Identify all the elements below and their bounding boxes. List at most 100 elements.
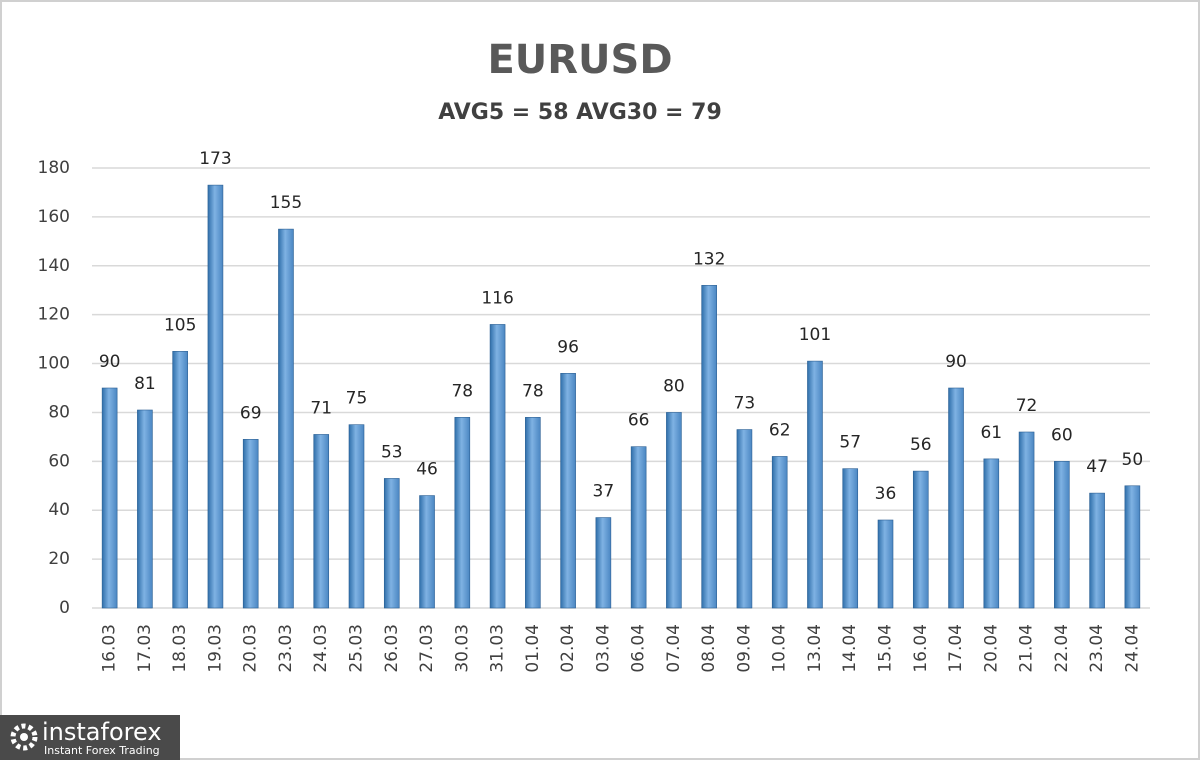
logo-icon — [10, 723, 38, 751]
x-tick-label: 13.04 — [805, 624, 825, 673]
x-tick-label: 09.04 — [734, 624, 754, 673]
bar — [313, 434, 330, 609]
y-tick-label: 40 — [48, 500, 70, 520]
bar — [419, 495, 435, 609]
y-tick-label: 100 — [38, 354, 70, 374]
bar — [278, 228, 294, 609]
value-label: 78 — [451, 381, 473, 401]
value-label: 73 — [734, 394, 756, 414]
bar — [172, 351, 188, 609]
logo-tagline: Instant Forex Trading — [44, 744, 160, 757]
value-label: 62 — [769, 420, 791, 440]
x-tick-label: 30.03 — [452, 624, 472, 673]
bar — [101, 387, 118, 609]
value-label: 72 — [1016, 396, 1038, 416]
bar — [877, 519, 894, 609]
y-tick-label: 180 — [38, 158, 70, 178]
x-tick-label: 16.04 — [911, 624, 931, 673]
y-tick-label: 60 — [48, 451, 70, 471]
x-tick-label: 01.04 — [523, 624, 543, 673]
bar — [207, 184, 224, 609]
x-tick-label: 15.04 — [876, 624, 896, 673]
bar — [1054, 461, 1070, 609]
value-label: 105 — [164, 315, 196, 335]
x-tick-label: 27.03 — [417, 624, 437, 673]
x-tick-label: 17.03 — [135, 624, 155, 673]
value-label: 90 — [99, 352, 121, 372]
x-tick-label: 23.03 — [276, 624, 296, 673]
bar — [807, 360, 823, 609]
y-tick-label: 0 — [59, 598, 70, 618]
chart-title: EURUSD — [487, 37, 672, 83]
logo-name: instaforex — [42, 718, 162, 746]
logo-background — [0, 715, 180, 760]
y-tick-label: 20 — [48, 549, 70, 569]
value-label: 78 — [522, 381, 544, 401]
value-label: 116 — [481, 288, 513, 308]
logo: instaforex Instant Forex Trading — [0, 715, 180, 760]
value-label: 47 — [1086, 457, 1108, 477]
logo-icon-center — [20, 733, 28, 741]
value-label: 61 — [980, 423, 1002, 443]
bar — [1124, 485, 1141, 609]
bar — [666, 412, 682, 609]
y-tick-label: 160 — [38, 207, 70, 227]
x-tick-label: 03.04 — [593, 624, 613, 673]
bar — [595, 517, 612, 609]
bar — [525, 417, 541, 609]
value-label: 36 — [875, 484, 897, 504]
bar — [771, 456, 788, 609]
x-tick-label: 20.04 — [981, 624, 1001, 673]
bar — [912, 470, 929, 609]
bar — [1018, 431, 1035, 609]
value-label: 46 — [416, 460, 438, 480]
value-label: 53 — [381, 442, 403, 462]
bar — [630, 446, 647, 609]
value-label: 56 — [910, 435, 932, 455]
bar — [137, 409, 153, 609]
value-label: 50 — [1122, 450, 1144, 470]
x-tick-label: 20.03 — [241, 624, 261, 673]
x-tick-label: 21.04 — [1017, 624, 1037, 673]
x-tick-label: 22.04 — [1052, 624, 1072, 673]
bar — [383, 478, 400, 609]
x-tick-label: 31.03 — [488, 624, 508, 673]
x-tick-label: 26.03 — [382, 624, 402, 673]
y-tick-label: 80 — [48, 402, 70, 422]
value-label: 57 — [839, 433, 861, 453]
y-tick-label: 120 — [38, 305, 70, 325]
bar — [242, 439, 259, 609]
value-label: 173 — [199, 149, 231, 169]
value-label: 132 — [693, 249, 725, 269]
chart-subtitle: AVG5 = 58 AVG30 = 79 — [438, 100, 722, 125]
value-label: 37 — [593, 482, 615, 502]
value-label: 101 — [799, 325, 831, 345]
value-label: 69 — [240, 403, 262, 423]
value-label: 81 — [134, 374, 156, 394]
value-label: 90 — [945, 352, 967, 372]
bar — [489, 324, 506, 609]
x-tick-label: 23.04 — [1087, 624, 1107, 673]
x-tick-label: 06.04 — [629, 624, 649, 673]
bar — [736, 429, 753, 609]
value-label: 75 — [346, 389, 368, 409]
bar — [348, 424, 365, 609]
value-label: 96 — [557, 337, 579, 357]
x-tick-label: 19.03 — [205, 624, 225, 673]
x-tick-label: 07.04 — [664, 624, 684, 673]
x-tick-label: 14.04 — [840, 624, 860, 673]
value-label: 66 — [628, 411, 650, 431]
x-tick-label: 16.03 — [100, 624, 120, 673]
x-tick-label: 08.04 — [699, 624, 719, 673]
x-tick-label: 02.04 — [558, 624, 578, 673]
bar — [701, 285, 717, 609]
value-label: 80 — [663, 376, 685, 396]
bar — [948, 387, 964, 609]
x-tick-label: 25.03 — [347, 624, 367, 673]
bar — [842, 468, 859, 609]
bar — [454, 417, 471, 609]
bar — [1089, 492, 1105, 609]
